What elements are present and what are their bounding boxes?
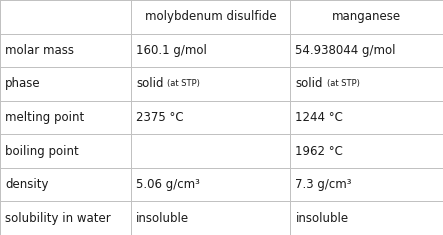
Text: 1244 °C: 1244 °C bbox=[295, 111, 343, 124]
Text: phase: phase bbox=[5, 77, 41, 90]
Text: 1962 °C: 1962 °C bbox=[295, 145, 343, 158]
Text: melting point: melting point bbox=[5, 111, 85, 124]
Text: 5.06 g/cm³: 5.06 g/cm³ bbox=[136, 178, 200, 191]
Text: (at STP): (at STP) bbox=[167, 79, 200, 88]
Text: 160.1 g/mol: 160.1 g/mol bbox=[136, 44, 207, 57]
Text: solid: solid bbox=[136, 77, 163, 90]
Text: boiling point: boiling point bbox=[5, 145, 79, 158]
Text: insoluble: insoluble bbox=[136, 212, 189, 225]
Text: density: density bbox=[5, 178, 49, 191]
Text: manganese: manganese bbox=[332, 10, 401, 23]
Text: solubility in water: solubility in water bbox=[5, 212, 111, 225]
Text: 2375 °C: 2375 °C bbox=[136, 111, 184, 124]
Text: molar mass: molar mass bbox=[5, 44, 74, 57]
Text: solid: solid bbox=[295, 77, 323, 90]
Text: 7.3 g/cm³: 7.3 g/cm³ bbox=[295, 178, 352, 191]
Text: insoluble: insoluble bbox=[295, 212, 349, 225]
Text: 54.938044 g/mol: 54.938044 g/mol bbox=[295, 44, 396, 57]
Text: (at STP): (at STP) bbox=[326, 79, 359, 88]
Text: molybdenum disulfide: molybdenum disulfide bbox=[144, 10, 276, 23]
